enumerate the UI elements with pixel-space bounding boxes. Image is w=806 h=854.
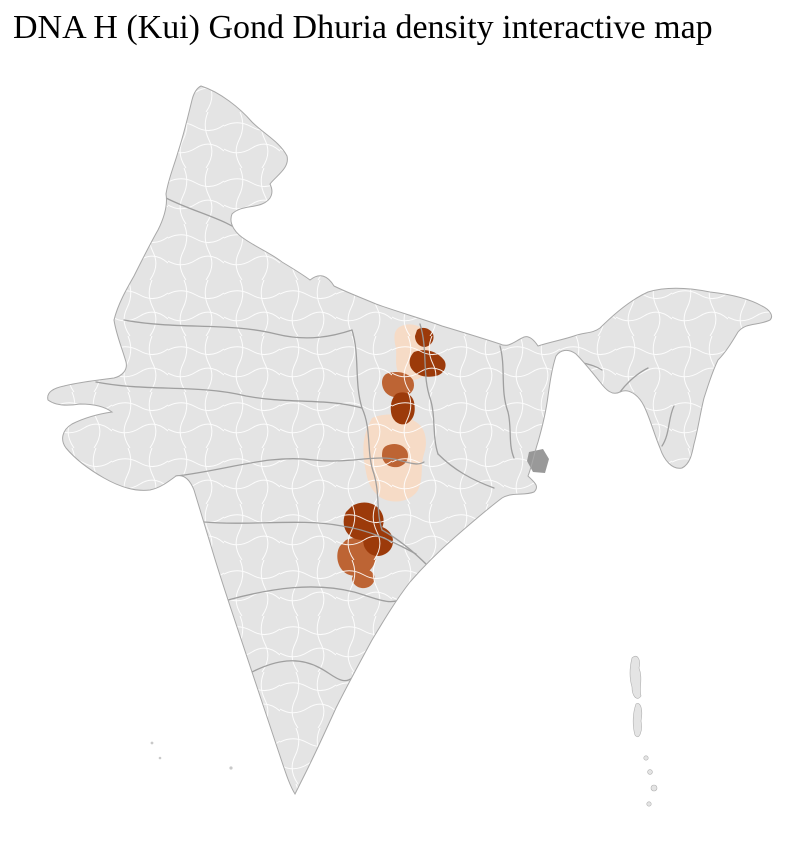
lakshadweep-islands[interactable] [150, 741, 233, 770]
delta-shaded-region [527, 449, 549, 473]
state-boundaries [95, 197, 675, 682]
andaman-nicobar-islands[interactable] [629, 655, 658, 807]
district-boundary-overlay [47, 86, 772, 794]
page-title: DNA H (Kui) Gond Dhuria density interact… [13, 9, 713, 46]
